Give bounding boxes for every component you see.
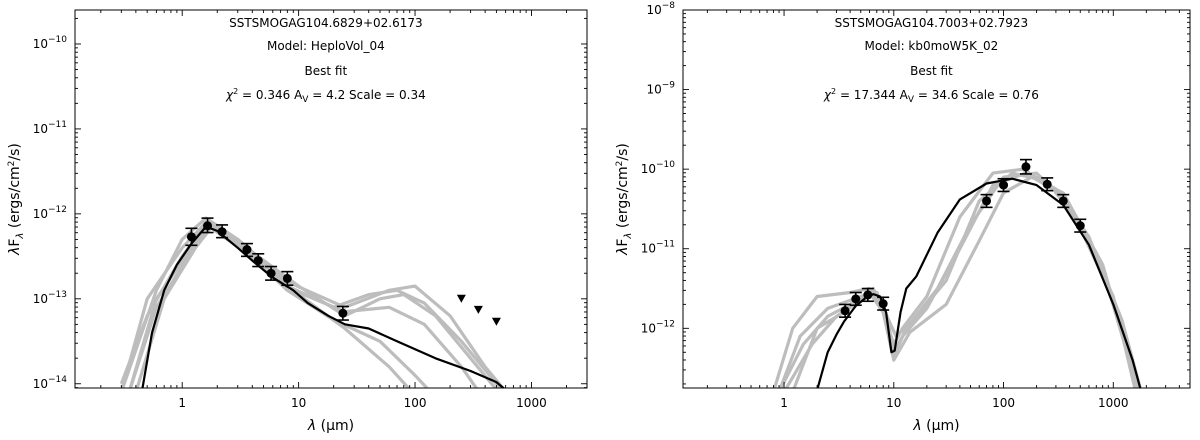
y-tick-label: 10−13 (33, 290, 67, 306)
data-marker (266, 268, 276, 278)
y-tick-label: 10−11 (33, 120, 67, 136)
data-point (849, 291, 862, 307)
data-marker (1021, 162, 1031, 172)
data-marker (851, 294, 861, 304)
data-point (201, 217, 214, 234)
data-marker (863, 290, 873, 300)
y-tick-label: 10−9 (646, 81, 675, 97)
data-point (1057, 193, 1070, 209)
data-point (877, 296, 890, 311)
data-marker (186, 232, 196, 242)
x-tick-label: 1 (780, 396, 788, 410)
x-tick-label: 100 (992, 396, 1015, 410)
data-point (185, 227, 198, 247)
data-point (997, 177, 1010, 193)
data-marker (1042, 179, 1052, 189)
data-marker (253, 256, 263, 266)
model-name: Model: HeploVol_04 (267, 39, 385, 53)
y-axis-label: λFλ (ergs/cm2/s) (615, 143, 634, 256)
data-marker (878, 299, 888, 309)
fit-stats: χ2 = 17.344 AV = 34.6 Scale = 0.76 (823, 87, 1039, 105)
y-tick-label: 10−12 (641, 319, 675, 335)
model-curve (119, 222, 430, 388)
fit-label: Best fit (305, 64, 348, 78)
model-name: Model: kb0moW5K_02 (865, 39, 999, 53)
x-tick-label: 1 (178, 396, 186, 410)
x-tick-label: 10 (886, 396, 901, 410)
data-marker (840, 306, 850, 316)
sed-panel-2: 1 10 100 1000 10−12 10−11 10−10 10−9 10−8 λ (μm) λ… (615, 1, 1191, 434)
model-curve (779, 171, 1141, 388)
data-marker (982, 196, 992, 206)
data-marker (282, 273, 292, 283)
best-fit-curve (816, 177, 1142, 388)
y-tick-label: 10−8 (646, 1, 675, 17)
axes-frame (74, 9, 588, 389)
data-point (240, 242, 253, 258)
data-point (216, 224, 229, 239)
fit-label: Best fit (910, 64, 953, 78)
y-axis-label: λFλ (ergs/cm2/s) (7, 143, 26, 256)
data-point (281, 270, 294, 287)
x-tick-label: 1000 (1098, 396, 1129, 410)
fit-stats: χ2 = 0.346 AV = 4.2 Scale = 0.34 (225, 87, 426, 105)
data-marker (203, 221, 213, 231)
x-tick-label: 10 (291, 396, 306, 410)
y-tick-label: 10−10 (641, 160, 676, 176)
upper-limit-marker (491, 317, 501, 326)
y-tick-label: 10−10 (33, 35, 68, 51)
sed-panel-1: 1 10 100 1000 10−14 10−13 10−12 10−11 10−10 λ (μm… (7, 9, 588, 434)
data-marker (1058, 196, 1068, 206)
data-marker (217, 227, 227, 237)
data-point (1019, 158, 1032, 175)
x-tick-label: 100 (404, 396, 427, 410)
data-point (861, 287, 874, 303)
data-point (1074, 218, 1087, 233)
model-curve (120, 220, 505, 388)
plot-area (119, 216, 506, 388)
upper-limit-marker (473, 305, 483, 314)
axes-frame (682, 9, 1191, 389)
plot-area (772, 158, 1142, 388)
data-point (265, 265, 278, 281)
upper-limit-marker (456, 294, 466, 303)
data-marker (242, 245, 252, 255)
data-point (336, 305, 349, 321)
data-point (980, 193, 993, 209)
y-tick-label: 10−12 (33, 205, 67, 221)
source-name: SSTSMOGAG104.7003+02.7923 (835, 16, 1029, 30)
data-marker (338, 308, 348, 318)
data-point (252, 252, 265, 268)
best-fit-curve (141, 225, 506, 388)
x-tick-label: 1000 (516, 396, 547, 410)
x-axis-label: λ (μm) (307, 418, 354, 434)
y-tick-label: 10−11 (641, 240, 675, 256)
data-marker (999, 180, 1009, 190)
data-point (839, 303, 852, 318)
y-tick-label: 10−14 (33, 375, 68, 391)
source-name: SSTSMOGAG104.6829+02.6173 (229, 16, 423, 30)
x-axis-label: λ (μm) (912, 418, 959, 434)
data-marker (1075, 221, 1085, 231)
data-point (1041, 177, 1054, 192)
model-curve (784, 171, 1140, 388)
